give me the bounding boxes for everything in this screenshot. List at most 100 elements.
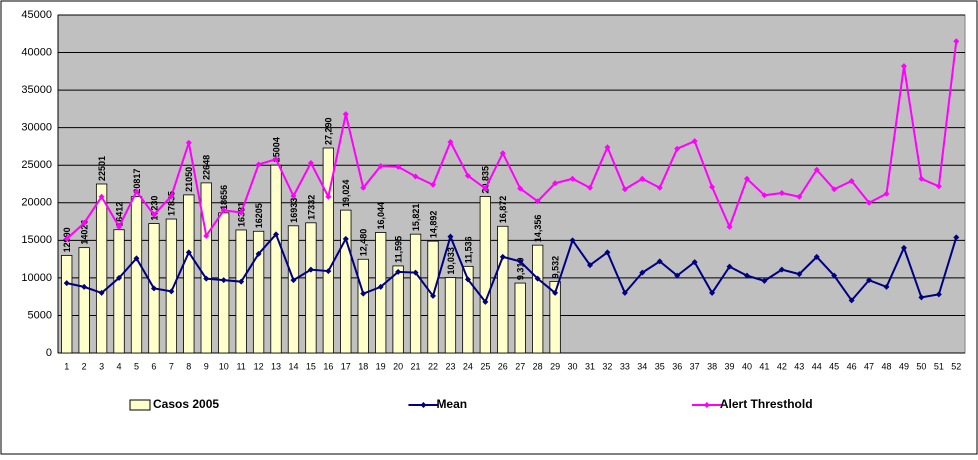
x-tick-label: 51	[934, 361, 944, 371]
value-label: 11,595	[394, 236, 404, 263]
marker	[307, 159, 314, 166]
bar	[252, 230, 265, 354]
marker	[273, 231, 280, 238]
x-tick-label: 30	[568, 361, 578, 371]
bar	[200, 182, 212, 354]
marker	[743, 175, 750, 182]
x-tick-label: 2	[82, 361, 87, 371]
x-tick-label: 31	[585, 361, 595, 371]
marker	[743, 272, 750, 279]
marker	[848, 297, 855, 304]
marker	[866, 277, 873, 284]
marker	[517, 185, 524, 192]
marker	[116, 274, 123, 281]
marker	[674, 272, 681, 279]
x-tick-label: 12	[254, 361, 264, 371]
marker	[63, 235, 70, 242]
marker	[569, 237, 576, 244]
x-tick-label: 24	[463, 361, 473, 371]
bar	[287, 225, 300, 354]
marker	[569, 175, 576, 182]
marker	[726, 223, 733, 230]
x-tick-label: 39	[725, 361, 735, 371]
marker	[691, 259, 698, 266]
marker	[464, 276, 471, 283]
marker	[150, 211, 157, 218]
marker	[900, 63, 907, 70]
marker	[430, 292, 437, 299]
marker	[395, 163, 402, 170]
marker	[691, 138, 698, 145]
marker	[604, 144, 611, 151]
x-tick-label: 47	[864, 361, 874, 371]
bar	[514, 282, 526, 354]
value-label: 16205	[254, 203, 264, 228]
marker	[796, 193, 803, 200]
marker	[517, 258, 524, 265]
bar	[340, 209, 352, 354]
y-tick-label: 25000	[21, 159, 52, 171]
value-label: 16933	[289, 198, 299, 223]
bar	[305, 222, 317, 354]
marker	[761, 192, 768, 199]
x-tick-label: 22	[428, 361, 438, 371]
value-label: 22501	[97, 156, 107, 181]
marker	[482, 185, 489, 192]
y-tick-label: 30000	[21, 122, 52, 134]
marker	[482, 298, 489, 305]
x-tick-label: 14	[288, 361, 298, 371]
marker	[98, 289, 105, 296]
marker	[918, 294, 925, 301]
bar	[392, 265, 404, 354]
bar	[444, 277, 457, 354]
marker	[430, 181, 437, 188]
x-tick-label: 50	[916, 361, 926, 371]
marker	[534, 198, 541, 205]
x-tick-label: 21	[411, 361, 421, 371]
marker	[377, 162, 384, 169]
marker	[203, 232, 210, 239]
x-tick-label: 8	[186, 361, 191, 371]
bar	[357, 258, 369, 354]
value-label: 17332	[306, 195, 316, 220]
marker	[656, 184, 663, 191]
x-tick-label: 41	[759, 361, 769, 371]
marker	[499, 253, 506, 260]
legend-label: Casos 2005	[153, 397, 219, 411]
bar	[462, 265, 474, 354]
x-tick-label: 34	[637, 361, 647, 371]
bar	[130, 196, 143, 354]
x-tick-label: 44	[812, 361, 822, 371]
x-tick-label: 37	[690, 361, 700, 371]
x-tick-label: 29	[550, 361, 560, 371]
legend-label: Mean	[436, 397, 467, 411]
x-tick-label: 38	[707, 361, 717, 371]
marker	[447, 233, 454, 240]
marker	[900, 244, 907, 251]
x-tick-label: 40	[742, 361, 752, 371]
x-tick-label: 36	[672, 361, 682, 371]
y-tick-label: 10000	[21, 272, 52, 284]
bar	[479, 196, 491, 354]
value-label: 9,532	[550, 256, 560, 279]
marker	[168, 193, 175, 200]
marker	[290, 193, 297, 200]
marker	[935, 291, 942, 298]
value-label: 20,835	[481, 166, 491, 194]
marker	[778, 266, 785, 273]
x-tick-label: 48	[882, 361, 892, 371]
x-tick-label: 32	[602, 361, 612, 371]
marker	[813, 166, 820, 173]
x-tick-label: 15	[306, 361, 316, 371]
x-tick-label: 9	[204, 361, 209, 371]
x-tick-label: 18	[358, 361, 368, 371]
marker	[866, 199, 873, 206]
marker	[953, 38, 960, 45]
marker	[98, 193, 105, 200]
x-tick-label: 7	[169, 361, 174, 371]
marker	[412, 173, 419, 180]
marker	[325, 193, 332, 200]
y-tick-label: 0	[46, 347, 52, 359]
marker	[935, 183, 942, 190]
x-tick-label: 28	[533, 361, 543, 371]
